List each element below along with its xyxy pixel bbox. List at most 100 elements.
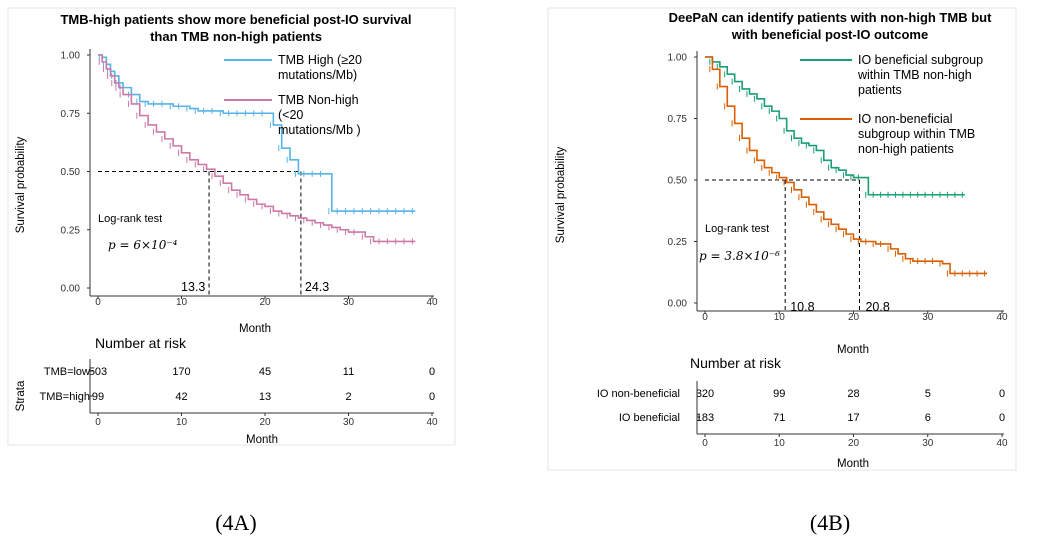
panel-4a-risk-xtick-label: 10 [176, 417, 188, 428]
panel-4a-test-label: Log-rank test [98, 213, 162, 225]
panel-4b-ytick-label: 0.25 [668, 237, 688, 248]
panel-4b-median-label: 10.8 [790, 300, 814, 314]
panel-4b-legend-text-0: within TMB non-high [857, 68, 972, 82]
panel-4a-p-value: p = 6×10⁻⁴ [108, 238, 178, 252]
panel-4a-ytick-label: 0.00 [61, 284, 81, 295]
panel-4a-risk-row-label: TMB=high [40, 391, 90, 403]
panel-4b-title-line2: with beneficial post-IO outcome [731, 27, 928, 42]
panel-4b-xlabel: Month [837, 344, 869, 356]
panel-4a-risk-count: 45 [259, 366, 271, 378]
panel-4a-series-1-curve [98, 54, 416, 243]
panel-4b-median-label: 20.8 [865, 300, 889, 314]
panel-4a-xtick-label: 20 [259, 297, 271, 308]
panel-4a-xtick-label: 10 [176, 297, 188, 308]
panel-4a-series-0-censor-marks [98, 54, 413, 215]
panel-4b-risk-xtick-label: 10 [774, 438, 786, 449]
panel-4a-frame [7, 7, 456, 446]
panel-4b-test-label: Log-rank test [705, 223, 769, 235]
panel-4b-xtick-label: 30 [922, 312, 934, 323]
panel-4b-risk-count: 71 [773, 412, 785, 424]
panel-4b-risk-title: Number at risk [690, 355, 782, 371]
panel-4a-risk-count: 503 [89, 366, 107, 378]
panel-4b-series-0-censor-marks [709, 58, 963, 198]
panel-4a-series-1-censor-marks [98, 58, 413, 245]
panel-4a-risk-count: 42 [175, 391, 187, 403]
panel-4b-series-1-censor-marks [709, 66, 986, 277]
panel-4a-risk-xtick-label: 20 [259, 417, 271, 428]
panel-4a-series-0-curve [98, 54, 416, 212]
panel-4a-xtick-label: 40 [426, 297, 438, 308]
panel-4b-ytick-label: 0.50 [668, 176, 688, 187]
panel-4b-risk-count: 6 [925, 412, 931, 424]
panel-4b-legend-text-1: IO non-beneficial [858, 112, 953, 126]
panel-4b-xtick-label: 0 [702, 312, 708, 323]
panel-4a-ytick-label: 0.75 [61, 109, 81, 120]
panel-4b-legend-text-1: non-high patients [858, 142, 954, 156]
panel-4b-series-1-curve [705, 56, 988, 275]
panel-4b-title-line1: DeePaN can identify patients with non-hi… [669, 10, 993, 25]
panel-4a-risk-count: 170 [172, 366, 190, 378]
panel-4a-ytick-label: 0.50 [61, 167, 81, 178]
panel-4b-risk-xtick-label: 30 [922, 438, 934, 449]
panel-4b-risk-xtick-label: 0 [702, 438, 708, 449]
panel-4b-risk-xtick-label: 20 [848, 438, 860, 449]
panel-4b-risk-count: 28 [847, 388, 859, 400]
panel-4a-ytick-label: 0.25 [61, 225, 81, 236]
panel-4a-risk-count: 2 [345, 391, 351, 403]
panel-4a-risk-count: 99 [92, 391, 104, 403]
panel-4a-xlabel: Month [239, 323, 271, 335]
panel-4b-risk-row-label: IO beneficial [619, 412, 680, 424]
panel-4a-legend-text-1: TMB Non-high [278, 93, 359, 107]
panel-4a-legend-text-1: (<20 [278, 108, 303, 122]
panel-4a-risk-xtick-label: 30 [343, 417, 355, 428]
panel-4b-risk-count: 0 [999, 412, 1005, 424]
panel-4b-xtick-label: 20 [848, 312, 860, 323]
panel-4b: DeePaN can identify patients with non-hi… [547, 7, 1017, 535]
panel-4a-xtick-label: 0 [95, 297, 101, 308]
panel-4b-risk-xtick-label: 40 [996, 438, 1008, 449]
panel-4b-risk-row-label: IO non-beneficial [597, 388, 680, 400]
panel-4a-legend-text-0: mutations/Mb) [278, 68, 357, 82]
panel-4a-risk-count: 0 [429, 391, 435, 403]
panel-4a-median-label: 13.3 [181, 280, 205, 294]
panel-4b-legend-text-1: subgroup within TMB [858, 127, 975, 141]
panel-4b-legend-text-0: patients [858, 83, 902, 97]
panel-4b-ytick-label: 1.00 [668, 53, 688, 64]
panel-4b-ylabel: Survival probability [555, 146, 567, 243]
panel-4a-ytick-label: 1.00 [61, 51, 81, 62]
panel-4a-risk-count: 0 [429, 366, 435, 378]
panel-4a-title-line2: than TMB non-high patients [150, 29, 322, 44]
panel-4b-risk-count: 320 [696, 388, 714, 400]
panel-4b-risk-count: 17 [847, 412, 859, 424]
panel-4b-frame [547, 7, 1017, 471]
panel-4a-caption: (4A) [215, 510, 257, 535]
panel-4a-legend-text-1: mutations/Mb ) [278, 123, 361, 137]
panel-4a-risk-xtick-label: 0 [95, 417, 101, 428]
panel-4a-median-label: 24.3 [305, 280, 329, 294]
panel-4a-risk-row-label: TMB=low [44, 366, 90, 378]
panel-4b-risk-count: 5 [925, 388, 931, 400]
panel-4b-caption: (4B) [810, 510, 850, 535]
panel-4a-risk-count: 13 [259, 391, 271, 403]
panel-4b-ytick-label: 0.00 [668, 299, 688, 310]
panel-4a-risk-xlabel: Month [246, 434, 278, 446]
panel-4b-xtick-label: 10 [774, 312, 786, 323]
panel-4b-ytick-label: 0.75 [668, 114, 688, 125]
panel-4b-risk-count: 99 [773, 388, 785, 400]
panel-4a-legend-text-0: TMB High (≥20 [278, 53, 362, 67]
panel-4a-risk-title: Number at risk [95, 335, 187, 351]
panel-4a-title-line1: TMB-high patients show more beneficial p… [60, 12, 411, 27]
panel-4b-legend-text-0: IO beneficial subgroup [858, 53, 983, 67]
panel-4b-risk-count: 183 [696, 412, 714, 424]
panel-4a-risk-count: 11 [343, 366, 354, 378]
panel-4a-ylabel: Survival probability [15, 136, 27, 233]
panel-4b-risk-count: 0 [999, 388, 1005, 400]
panel-4a-strata-label: Strata [15, 380, 27, 411]
panel-4b-risk-xlabel: Month [837, 458, 869, 470]
panel-4a-xtick-label: 30 [343, 297, 355, 308]
panel-4a: TMB-high patients show more beneficial p… [7, 7, 456, 535]
panel-4a-risk-xtick-label: 40 [426, 417, 438, 428]
panel-4b-p-value: p = 3.8×10⁻⁶ [699, 249, 780, 263]
panel-4b-xtick-label: 40 [996, 312, 1008, 323]
